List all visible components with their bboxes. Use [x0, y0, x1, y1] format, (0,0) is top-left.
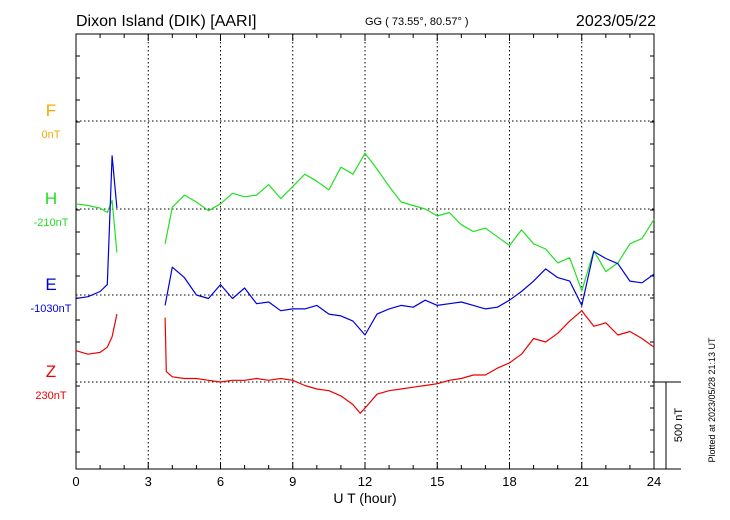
coords-label: GG ( 73.55°, 80.57° )	[365, 16, 469, 28]
series-baseline-F: 0nT	[42, 129, 61, 141]
trace-H	[164, 152, 655, 292]
series-baseline-Z: 230nT	[35, 390, 66, 402]
trace-Z	[164, 310, 655, 414]
plotted-at-note: Plotted at 2023/05/28 21:13 UT	[707, 337, 717, 463]
trace-E	[164, 250, 655, 336]
trace-E	[75, 155, 118, 300]
series-name-H: H	[45, 189, 57, 208]
series-labels: F 0nT H -210nT E -1030nT Z 230nT	[31, 101, 72, 402]
x-tick-label: 24	[647, 474, 661, 489]
trace-Z	[75, 313, 118, 355]
x-tick-label: 6	[217, 474, 224, 489]
x-tick-label: 3	[145, 474, 152, 489]
x-axis-label: U T (hour)	[333, 490, 396, 506]
series-name-Z: Z	[46, 362, 56, 381]
series-traces	[75, 152, 655, 414]
station-title: Dixon Island (DIK) [AARI]	[76, 13, 257, 30]
date-label: 2023/05/22	[576, 13, 656, 30]
x-tick-label: 18	[502, 474, 516, 489]
x-tick-label: 15	[430, 474, 444, 489]
x-tick-label: 0	[72, 474, 79, 489]
x-tick-label: 21	[575, 474, 589, 489]
series-baseline-E: -1030nT	[31, 303, 72, 315]
series-baseline-H: -210nT	[34, 217, 69, 229]
trace-H	[75, 199, 118, 253]
series-name-E: E	[45, 275, 56, 294]
x-tick-label: 9	[289, 474, 296, 489]
grid	[76, 34, 654, 469]
x-axis: 0 3 6 9 12 15 18 21 24	[72, 34, 661, 489]
x-tick-label: 12	[358, 474, 372, 489]
scale-bar-label: 500 nT	[673, 408, 685, 443]
series-name-F: F	[46, 101, 56, 120]
scale-bar: 500 nT	[654, 381, 685, 470]
